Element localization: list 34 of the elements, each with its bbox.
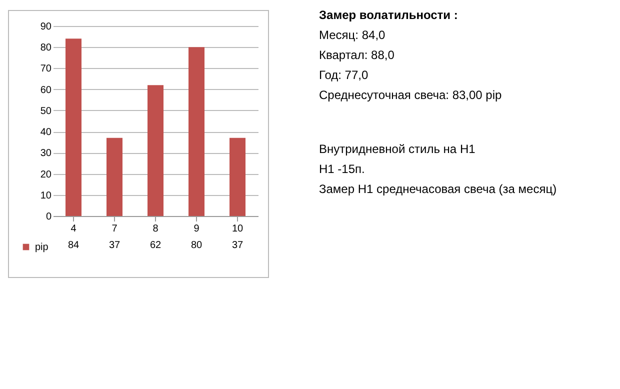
- text: Месяц: 84,0: [319, 28, 386, 42]
- data-label: 62: [150, 240, 162, 251]
- legend-label: pip: [35, 242, 49, 253]
- text: Квартал: 88,0: [319, 48, 396, 62]
- y-tick-label: 40: [40, 127, 52, 138]
- data-label: 80: [190, 240, 202, 251]
- text: Год: 77,0: [319, 68, 370, 82]
- bar: [106, 138, 122, 216]
- y-tick-label: 30: [40, 148, 52, 160]
- x-tick-label: 4: [70, 224, 77, 234]
- x-tick-label: 8: [152, 224, 159, 234]
- x-tick-label: 7: [112, 224, 118, 234]
- y-tick-label: 70: [40, 64, 52, 75]
- y-tick-label: 10: [40, 190, 52, 202]
- data-label: 84: [68, 240, 80, 251]
- text: Внутридневной стиль на H1: [319, 142, 476, 156]
- x-tick-label: 9: [194, 224, 200, 234]
- bar: [148, 85, 164, 216]
- bar: [66, 38, 82, 216]
- text: H1 -15п.: [319, 162, 366, 176]
- x-tick-label: 10: [232, 224, 244, 234]
- y-tick-label: 60: [40, 84, 52, 96]
- data-label: 37: [232, 240, 244, 251]
- y-tick-label: 20: [40, 169, 52, 180]
- bar: [188, 47, 204, 216]
- data-label: 37: [108, 240, 120, 251]
- y-tick-label: 90: [40, 22, 52, 32]
- y-tick-label: 50: [40, 106, 52, 117]
- y-tick-label: 0: [46, 212, 52, 222]
- y-tick-label: 80: [40, 42, 52, 54]
- bar: [230, 138, 246, 216]
- text: Среднесуточная свеча: 83,00 pip: [319, 88, 503, 102]
- text: Замер волатильности :: [319, 8, 459, 22]
- text: Замер H1 среднечасовая свеча (за месяц): [319, 182, 557, 196]
